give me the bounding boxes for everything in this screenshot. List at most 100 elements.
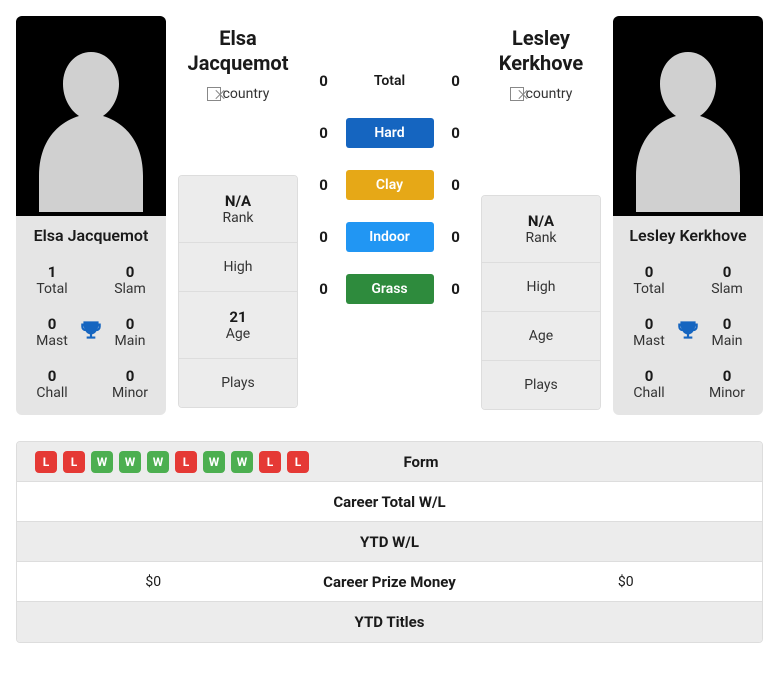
p1-mast-label: Mast: [26, 333, 78, 349]
avatar-silhouette-icon: [31, 32, 151, 216]
p1-plays-label: Plays: [183, 375, 293, 391]
p2-mast-value: 0: [623, 315, 675, 333]
p1-age-label: Age: [183, 326, 293, 342]
p2-name-first: Lesley: [512, 26, 570, 50]
row-label-ytd-titles: YTD Titles: [290, 613, 490, 631]
trophy-icon: [675, 317, 701, 347]
p1-rank-label: Rank: [183, 210, 293, 226]
h2h-p2-hard: 0: [448, 124, 464, 142]
p2-ytd-wl: [490, 534, 763, 550]
p2-country-flag: country: [510, 86, 573, 102]
p1-form-chips: LLWWWLWWLL: [29, 451, 309, 473]
form-loss-chip: L: [175, 451, 197, 473]
row-label-form: Form: [321, 453, 521, 471]
p1-country-flag: country: [207, 86, 270, 102]
p1-total-value: 1: [26, 263, 78, 281]
player1-name-column: ElsaJacquemot country N/ARank High 21Age…: [178, 16, 298, 408]
player1-photo: [16, 16, 166, 216]
p1-flag-alt: country: [223, 86, 270, 102]
h2h-p2-total: 0: [448, 72, 464, 90]
p2-slam-label: Slam: [701, 281, 753, 297]
form-win-chip: W: [91, 451, 113, 473]
player2-title-stats: 0Total 0Slam 0Mast 0Main 0Chall 0Minor: [613, 263, 763, 415]
p2-chall-label: Chall: [623, 385, 675, 401]
p2-plays-label: Plays: [486, 377, 596, 393]
p2-main-value: 0: [701, 315, 753, 333]
form-win-chip: W: [147, 451, 169, 473]
h2h-center: 0 Total 0 0 Hard 0 0 Clay 0 0 Indoor 0 0 Grass 0: [310, 16, 469, 304]
p2-info-stack: N/ARank High Age Plays: [481, 195, 601, 410]
p2-minor-value: 0: [701, 367, 753, 385]
p1-mast-value: 0: [26, 315, 78, 333]
row-label-career-wl: Career Total W/L: [290, 493, 490, 511]
avatar-silhouette-icon: [628, 32, 748, 216]
p2-rank-value: N/A: [486, 212, 596, 230]
h2h-grass-label: Grass: [346, 274, 434, 304]
h2h-p2-grass: 0: [448, 280, 464, 298]
p2-age-label: Age: [486, 328, 596, 344]
form-loss-chip: L: [63, 451, 85, 473]
h2h-p2-clay: 0: [448, 176, 464, 194]
player2-name-column: LesleyKerkhove country N/ARank High Age …: [481, 16, 601, 410]
row-label-ytd-wl: YTD W/L: [290, 533, 490, 551]
player2-photo: [613, 16, 763, 216]
p2-name-last: Kerkhove: [499, 51, 583, 75]
h2h-p1-grass: 0: [316, 280, 332, 298]
row-label-career-prize: Career Prize Money: [290, 573, 490, 591]
player2-card-name: Lesley Kerkhove: [613, 216, 763, 263]
p1-slam-value: 0: [104, 263, 156, 281]
h2h-clay-label: Clay: [346, 170, 434, 200]
p1-minor-value: 0: [104, 367, 156, 385]
p2-high-label: High: [486, 279, 596, 295]
p2-total-label: Total: [623, 281, 675, 297]
p1-chall-value: 0: [26, 367, 78, 385]
p2-total-value: 0: [623, 263, 675, 281]
p2-career-wl: [490, 494, 763, 510]
p1-info-stack: N/ARank High 21Age Plays: [178, 175, 298, 408]
p1-ytd-titles: [17, 614, 290, 630]
comparison-top-row: Elsa Jacquemot 1Total 0Slam 0Mast 0Main …: [16, 16, 763, 415]
p2-mast-label: Mast: [623, 333, 675, 349]
p2-flag-alt: country: [526, 86, 573, 102]
trophy-icon: [78, 317, 104, 347]
player1-card: Elsa Jacquemot 1Total 0Slam 0Mast 0Main …: [16, 16, 166, 415]
p2-minor-label: Minor: [701, 385, 753, 401]
form-win-chip: W: [119, 451, 141, 473]
p2-main-label: Main: [701, 333, 753, 349]
player2-card: Lesley Kerkhove 0Total 0Slam 0Mast 0Main…: [613, 16, 763, 415]
p2-ytd-titles: [490, 614, 763, 630]
h2h-p1-hard: 0: [316, 124, 332, 142]
p1-ytd-wl: [17, 534, 290, 550]
p1-total-label: Total: [26, 281, 78, 297]
player1-title-stats: 1Total 0Slam 0Mast 0Main 0Chall 0Minor: [16, 263, 166, 415]
broken-image-icon: [510, 87, 524, 101]
form-loss-chip: L: [259, 451, 281, 473]
form-win-chip: W: [203, 451, 225, 473]
h2h-indoor-label: Indoor: [346, 222, 434, 252]
h2h-p2-indoor: 0: [448, 228, 464, 246]
p1-name-last: Jacquemot: [188, 51, 289, 75]
broken-image-icon: [207, 87, 221, 101]
h2h-hard-label: Hard: [346, 118, 434, 148]
h2h-p1-total: 0: [316, 72, 332, 90]
p1-main-value: 0: [104, 315, 156, 333]
p1-minor-label: Minor: [104, 385, 156, 401]
form-loss-chip: L: [35, 451, 57, 473]
h2h-p1-clay: 0: [316, 176, 332, 194]
h2h-total-label: Total: [346, 66, 434, 96]
p1-slam-label: Slam: [104, 281, 156, 297]
player1-card-name: Elsa Jacquemot: [16, 216, 166, 263]
p1-main-label: Main: [104, 333, 156, 349]
p2-chall-value: 0: [623, 367, 675, 385]
p2-career-prize: $0: [490, 566, 763, 598]
p1-career-wl: [17, 494, 290, 510]
p1-high-label: High: [183, 259, 293, 275]
p1-career-prize: $0: [17, 566, 290, 598]
comparison-table: LLWWWLWWLL Form Career Total W/L YTD W/L…: [16, 441, 763, 643]
form-win-chip: W: [231, 451, 253, 473]
p1-rank-value: N/A: [183, 192, 293, 210]
h2h-p1-indoor: 0: [316, 228, 332, 246]
form-loss-chip: L: [287, 451, 309, 473]
p1-name-first: Elsa: [219, 26, 257, 50]
p2-slam-value: 0: [701, 263, 753, 281]
